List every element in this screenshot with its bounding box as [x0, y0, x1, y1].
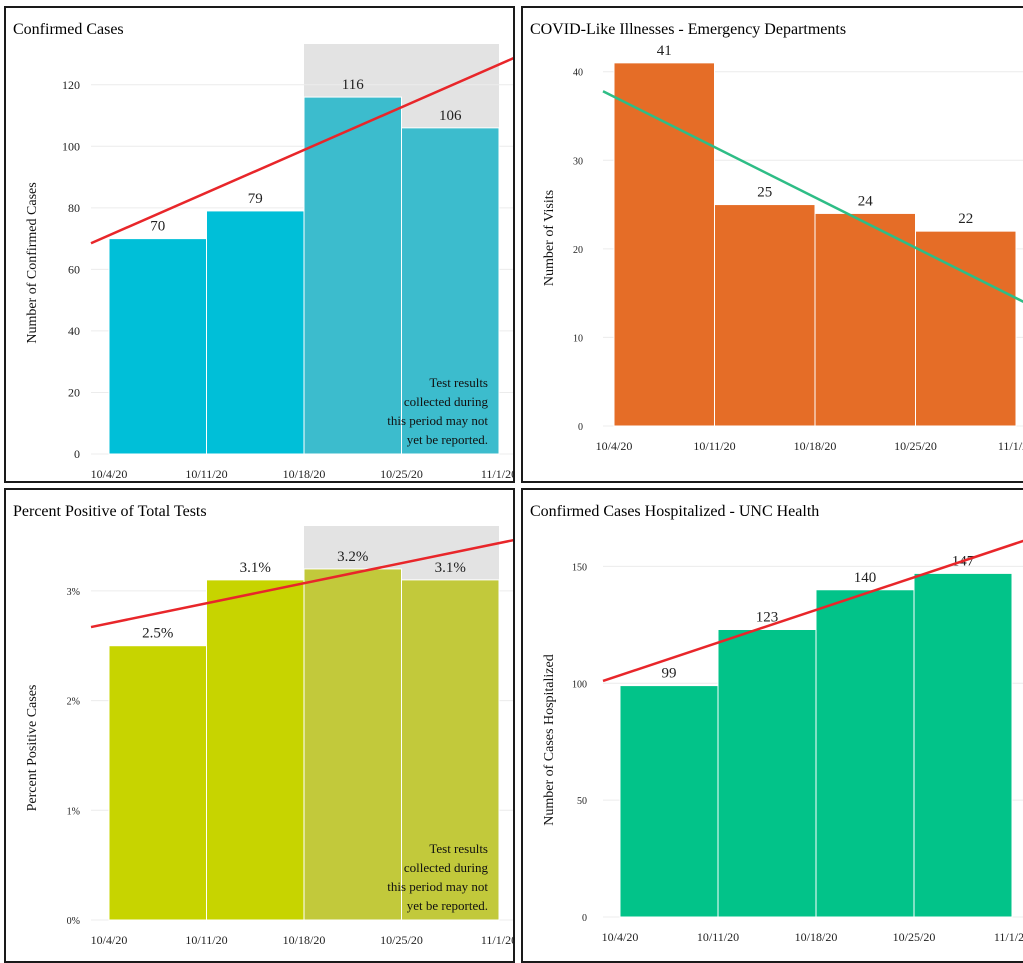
y-tick-label: 3% [67, 587, 80, 598]
data-label: 140 [854, 570, 877, 586]
chart-title: Percent Positive of Total Tests [13, 503, 207, 520]
y-tick-label: 80 [68, 201, 80, 215]
bar [714, 204, 816, 427]
data-label: 22 [958, 211, 973, 227]
data-label: 41 [657, 43, 672, 59]
note-text: collected during [404, 394, 489, 409]
x-tick-label: 10/11/20 [185, 933, 227, 947]
data-label: 79 [248, 191, 263, 207]
bar [401, 579, 500, 921]
chart-title: Confirmed Cases Hospitalized - UNC Healt… [530, 503, 820, 520]
covid-like-illnesses-panel: COVID-Like Illnesses - Emergency Departm… [521, 6, 1023, 483]
data-label: 116 [342, 77, 364, 93]
x-tick-label: 10/11/20 [185, 467, 227, 481]
y-axis-label: Number of Visits [542, 190, 557, 286]
bar [717, 628, 817, 918]
trend-line [90, 57, 513, 245]
y-tick-label: 20 [68, 385, 80, 399]
x-tick-label: 10/4/20 [91, 933, 128, 947]
data-label: 25 [757, 185, 772, 201]
x-tick-label: 10/25/20 [380, 933, 423, 947]
x-tick-label: 10/25/20 [894, 439, 937, 453]
bar [815, 589, 915, 918]
y-tick-label: 40 [68, 324, 80, 338]
note-text: this period may not [387, 879, 488, 894]
y-tick-label: 20 [573, 245, 583, 256]
hospitalized-panel: Confirmed Cases Hospitalized - UNC Healt… [521, 488, 1023, 963]
y-tick-label: 10 [573, 333, 583, 344]
y-tick-label: 0 [74, 447, 80, 461]
bar [613, 62, 715, 427]
bar [303, 96, 402, 455]
data-label: 70 [150, 219, 165, 235]
data-label: 3.2% [337, 549, 368, 565]
trend-line [90, 538, 513, 629]
y-tick-label: 30 [573, 156, 583, 167]
x-tick-label: 10/18/20 [795, 930, 838, 944]
y-axis-label: Number of Cases Hospitalized [542, 654, 557, 825]
x-tick-label: 11/1/20 [481, 933, 515, 947]
y-tick-label: 2% [67, 697, 80, 708]
hospitalized-chart: 0501001509912314014710/4/2010/11/2010/18… [542, 536, 1023, 944]
y-tick-label: 100 [62, 139, 80, 153]
note-text: collected during [404, 860, 489, 875]
x-tick-label: 10/11/20 [693, 439, 735, 453]
trend-line [602, 539, 1023, 683]
y-tick-label: 150 [572, 562, 587, 573]
trend-line [602, 90, 1023, 303]
x-tick-label: 10/25/20 [893, 930, 936, 944]
y-tick-label: 0 [578, 422, 583, 433]
y-tick-label: 100 [572, 679, 587, 690]
x-tick-label: 11/1/20 [998, 439, 1023, 453]
data-label: 3.1% [435, 560, 466, 576]
chart-title: COVID-Like Illnesses - Emergency Departm… [530, 21, 847, 38]
covid-like-illnesses-chart: 0 10 20 30 40 41 25 24 22 10/4/20 10/11/20 10/18/20… [542, 43, 1023, 453]
x-tick-label: 10/4/20 [596, 439, 633, 453]
confirmed-cases-chart: 0 20 40 60 80 100 120 70 79 116 106 10/4/20 10/11/20… [25, 44, 515, 481]
note-text: Test results [429, 841, 488, 856]
percent-positive-chart: 0% 1% 2% 3% 2.5% 3.1% 3.2% 3.1% 10/4/20 10/11/20 1… [25, 526, 515, 947]
note-text: Test results [429, 375, 488, 390]
bar [915, 230, 1017, 427]
y-tick-label: 1% [67, 806, 80, 817]
x-tick-label: 11/1/20 [994, 930, 1023, 944]
y-axis-label: Percent Positive Cases [25, 685, 40, 812]
x-tick-label: 10/18/20 [794, 439, 837, 453]
note-text: yet be reported. [407, 432, 488, 447]
x-tick-label: 10/11/20 [697, 930, 739, 944]
bar [206, 579, 305, 921]
percent-positive-panel: Percent Positive of Total Tests 0% 1% 2% 3%… [4, 488, 515, 963]
data-label: 99 [662, 666, 677, 682]
y-tick-label: 60 [68, 262, 80, 276]
x-tick-label: 10/25/20 [380, 467, 423, 481]
y-tick-label: 0% [67, 916, 80, 927]
y-tick-label: 40 [573, 68, 583, 79]
y-axis-label: Number of Confirmed Cases [25, 182, 40, 343]
bar [303, 568, 402, 921]
confirmed-cases-panel: Confirmed Cases 0 20 40 60 80 100 120 70 79 116 10… [4, 6, 515, 483]
y-tick-label: 50 [577, 796, 587, 807]
chart-title: Confirmed Cases [13, 21, 124, 38]
bar [814, 212, 916, 427]
bar [401, 127, 500, 455]
x-tick-label: 11/1/20 [481, 467, 515, 481]
bar [619, 685, 719, 918]
note-text: yet be reported. [407, 898, 488, 913]
x-tick-label: 10/4/20 [91, 467, 128, 481]
data-label: 24 [858, 193, 874, 209]
bar [206, 210, 305, 455]
x-tick-label: 10/18/20 [283, 933, 326, 947]
data-label: 123 [756, 609, 779, 625]
note-text: this period may not [387, 413, 488, 428]
x-tick-label: 10/4/20 [602, 930, 639, 944]
x-tick-label: 10/18/20 [283, 467, 326, 481]
bar [108, 238, 207, 455]
data-label: 106 [439, 108, 462, 124]
data-label: 2.5% [142, 626, 173, 642]
y-tick-label: 0 [582, 913, 587, 924]
bar [108, 645, 207, 921]
bar [913, 572, 1013, 918]
y-tick-label: 120 [62, 78, 80, 92]
data-label: 3.1% [240, 560, 271, 576]
